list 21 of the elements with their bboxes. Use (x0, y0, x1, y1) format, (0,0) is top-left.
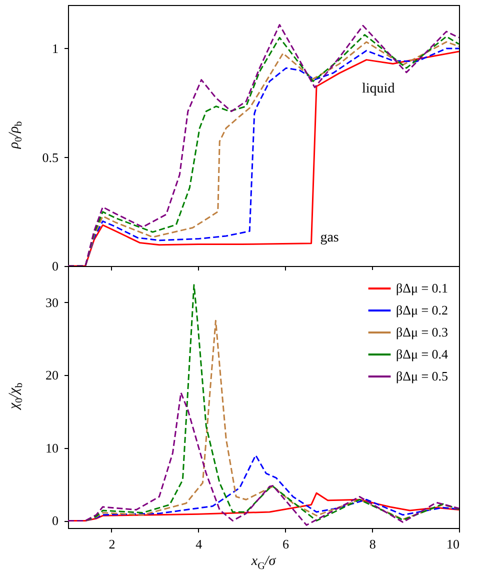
y-tick-label: 0.5 (42, 150, 58, 165)
annotation: gas (320, 230, 339, 246)
y-tick-label: 1 (52, 41, 58, 56)
x-axis-title: x$_{G}$/σ (251, 554, 276, 572)
legend-label: βΔμ = 0.2 (396, 302, 448, 318)
x-tick-label: 2 (108, 536, 116, 552)
x-tick-label: 4 (196, 536, 203, 552)
legend-label: βΔμ = 0.3 (396, 324, 448, 340)
legend-label: βΔμ = 0.5 (396, 368, 448, 384)
y-tick-label: 30 (46, 294, 58, 310)
y-tick-label: 0 (52, 258, 58, 274)
y-tick-label: 20 (46, 368, 58, 383)
y-tick-label: 0 (52, 513, 58, 528)
line-series (68, 392, 459, 526)
x-tick-label: 8 (369, 536, 376, 552)
legend-label: βΔμ = 0.4 (396, 346, 449, 362)
y-tick-label: 10 (46, 440, 58, 456)
x-tick-label: 6 (282, 536, 290, 552)
annotation: liquid (362, 82, 395, 97)
x-tick-label: 10 (446, 536, 460, 552)
legend-label: βΔμ = 0.1 (396, 280, 448, 296)
